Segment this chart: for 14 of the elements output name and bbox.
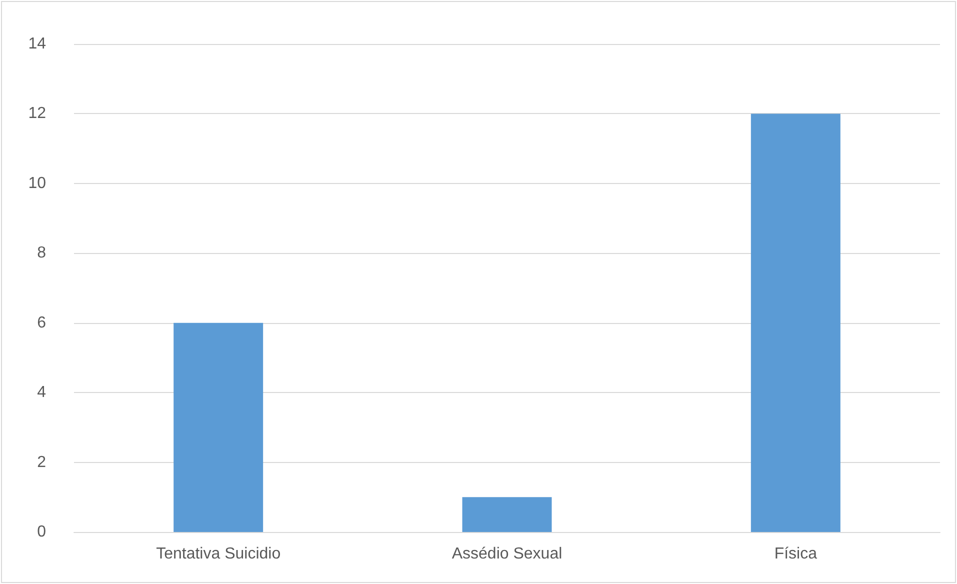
x-tick-label: Tentativa Suicidio xyxy=(156,546,281,562)
y-tick-label: 14 xyxy=(28,36,46,52)
x-tick-label: Física xyxy=(774,546,818,562)
y-tick-label: 10 xyxy=(28,174,46,192)
bar xyxy=(174,322,264,532)
y-tick-label: 12 xyxy=(28,105,46,122)
bar xyxy=(462,497,552,532)
y-tick-label: 6 xyxy=(37,314,46,332)
y-tick-label: 0 xyxy=(37,524,46,540)
x-tick-label: Assédio Sexual xyxy=(452,546,562,562)
y-tick-label: 2 xyxy=(37,454,46,471)
y-tick-label: 8 xyxy=(37,244,46,262)
bar xyxy=(750,114,840,532)
y-tick-label: 4 xyxy=(37,384,46,402)
